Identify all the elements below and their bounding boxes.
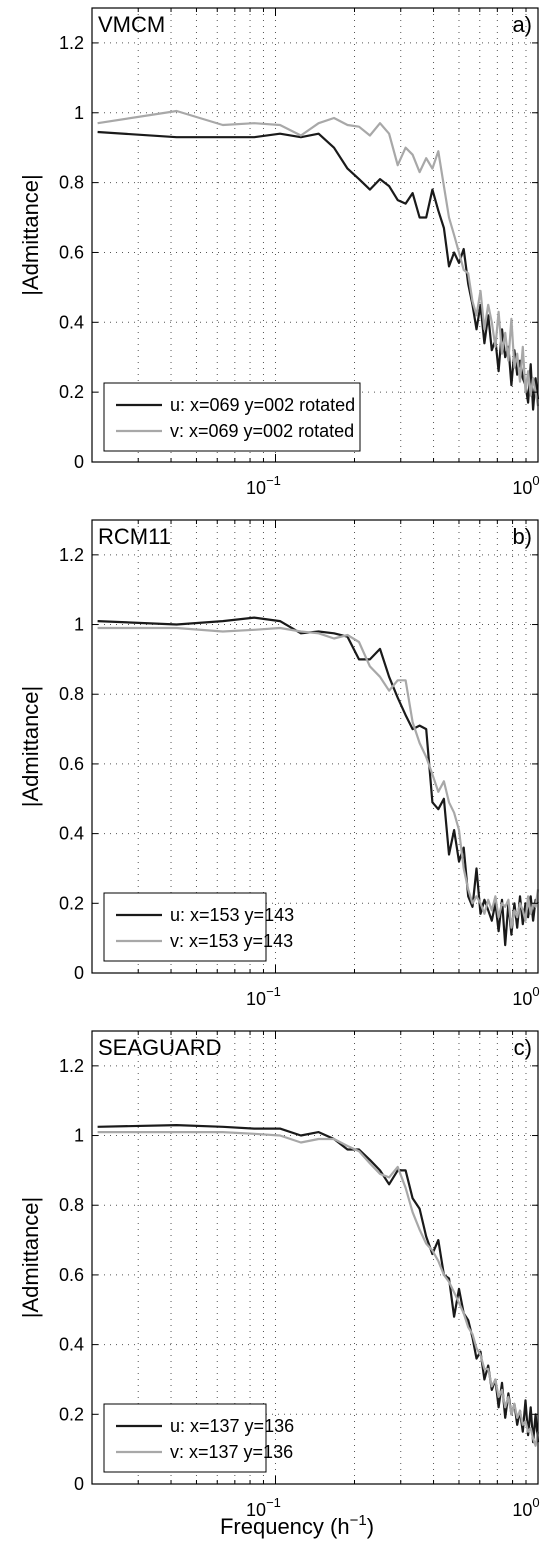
legend-box [103,382,361,452]
x-axis-label: Frequency (h−1) [220,1512,374,1539]
panel-title: RCM11 [98,524,171,549]
y-tick-label: 0.4 [59,1335,84,1355]
legend-entry: u: x=069 y=002 rotated [170,395,355,415]
legend-box [103,892,267,962]
y-tick-label: 0.8 [59,1195,84,1215]
series-line-v [97,109,540,407]
y-axis: 0 0.2 0.4 0.6 0.8 1 1.2 [59,545,538,983]
y-tick-label: 0.4 [59,824,84,844]
grid [92,1031,538,1484]
legend-entry: v: x=137 y=136 [170,1442,293,1462]
y-tick-label: 0.4 [59,312,84,332]
legend: u: x=069 y=002 rotated v: x=069 y=002 rot… [103,382,361,452]
y-axis: 0 0.2 0.4 0.6 0.8 1 1.2 [59,33,538,472]
x-tick-label: 10−1 [246,1495,281,1520]
legend-entry: v: x=153 y=143 [170,931,293,951]
series-line-v [97,1130,540,1447]
y-tick-label: 0 [74,963,84,983]
y-tick-label: 0.8 [59,684,84,704]
y-tick-label: 0.8 [59,173,84,193]
y-tick-label: 1 [74,615,84,635]
y-tick-label: 1.2 [59,1056,84,1076]
y-tick-label: 1 [74,103,84,123]
legend-entry: v: x=069 y=002 rotated [170,421,354,441]
y-tick-label: 0.2 [59,382,84,402]
y-tick-label: 1.2 [59,545,84,565]
legend: u: x=153 y=143 v: x=153 y=143 [103,892,294,962]
series-line-u [97,1123,540,1444]
legend: u: x=137 y=136 v: x=137 y=136 [103,1403,294,1473]
legend-box [103,1403,267,1473]
y-tick-label: 0 [74,1474,84,1494]
y-tick-label: 0.2 [59,893,84,913]
axes-frame [91,1030,539,1485]
y-tick-label: 0.2 [59,1404,84,1424]
y-axis-label: |Admittance| [18,686,43,807]
panel-label: a) [512,12,532,37]
axes-frame [91,519,539,974]
y-axis-label: |Admittance| [18,1197,43,1318]
series-line-u [97,130,540,411]
y-tick-label: 0 [74,452,84,472]
panel-label: b) [512,524,532,549]
grid [92,520,538,973]
series-line-v [97,626,540,929]
panel-title: SEAGUARD [98,1035,221,1060]
legend-entry: u: x=153 y=143 [170,905,294,925]
y-tick-label: 0.6 [59,242,84,262]
x-tick-label: 10−1 [246,984,281,1009]
y-tick-label: 0.6 [59,1265,84,1285]
axes-frame [91,7,539,463]
x-axis: 10−1 100 [91,1031,540,1520]
x-axis: 10−1 100 [91,520,540,1009]
panel-label: c) [514,1035,532,1060]
y-tick-label: 1.2 [59,33,84,53]
x-tick-label: 10−1 [246,473,281,498]
x-axis: 10−1 100 [91,8,540,498]
y-axis-label: |Admittance| [18,174,43,295]
x-tick-label: 100 [512,984,539,1009]
x-tick-label: 100 [512,473,539,498]
panel-3: 0 0.2 0.4 0.6 0.8 1 1.2 10−1 100 |Admittance| SEAG… [18,1030,540,1539]
panel-2: 0 0.2 0.4 0.6 0.8 1 1.2 10−1 100 |Admittance| RCM1… [18,519,540,1009]
panel-title: VMCM [98,12,165,37]
y-tick-label: 1 [74,1126,84,1146]
y-axis: 0 0.2 0.4 0.6 0.8 1 1.2 [59,1056,538,1494]
y-tick-label: 0.6 [59,754,84,774]
x-tick-label: 100 [512,1495,539,1520]
panel-1: 0 0.2 0.4 0.6 0.8 1 1.2 10−1 100 |Admittance| VMCM… [18,7,540,498]
legend-entry: u: x=137 y=136 [170,1416,294,1436]
